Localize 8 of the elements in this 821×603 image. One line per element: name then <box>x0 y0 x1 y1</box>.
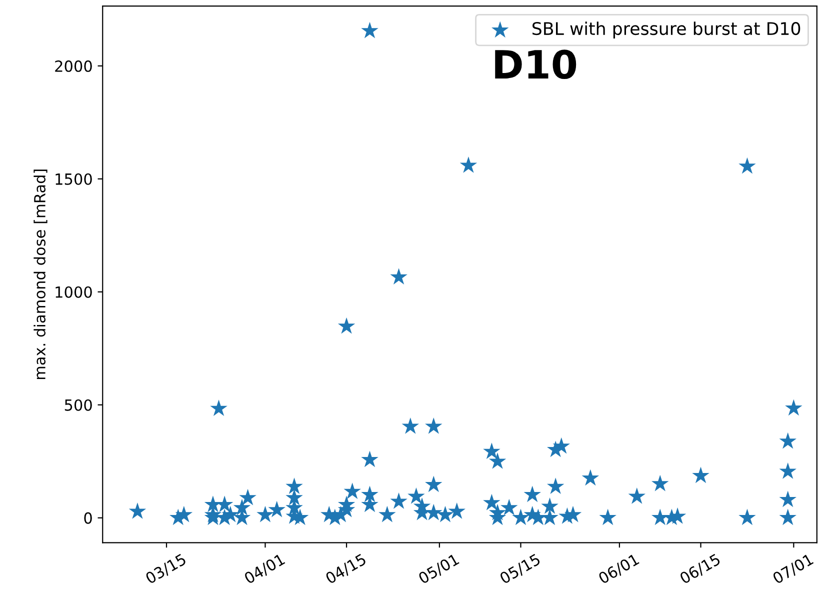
y-tick-label: 1000 <box>56 286 92 298</box>
y-tick-label: 0 <box>84 512 92 524</box>
y-axis-title: max. diamond dose [mRad] <box>34 170 48 380</box>
legend-label: SBL with pressure burst at D10 <box>532 22 800 38</box>
y-tick-label: 2000 <box>55 60 92 72</box>
y-tick-label: 1500 <box>56 173 92 185</box>
text: D10 <box>495 50 576 80</box>
y-tick-label: 500 <box>64 399 92 411</box>
